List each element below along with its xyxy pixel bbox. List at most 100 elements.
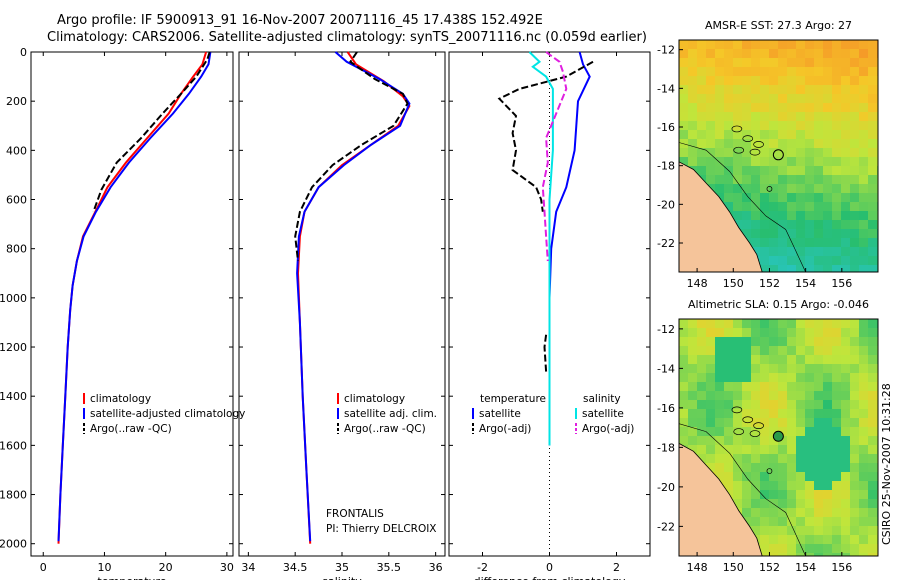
sla_map-cell	[751, 373, 760, 382]
sla_map-cell	[787, 463, 796, 472]
sst_map-panel: 148 150 152 154 156 -12 -14 -16 -18 -20 -22 AMSR-E …	[657, 19, 879, 290]
sla_map-cell	[787, 373, 796, 382]
sst_map-cell	[724, 67, 733, 76]
sst_map-cell	[688, 103, 697, 112]
sst_map-cell	[751, 148, 760, 157]
sst_map-cell	[787, 76, 796, 85]
sst_map-cell	[832, 157, 841, 166]
sla_map-cell	[868, 391, 877, 400]
sla_map-cell	[787, 409, 796, 418]
sst_map-cell	[814, 211, 823, 220]
sst_map-cell	[751, 67, 760, 76]
sst_map-cell	[760, 40, 769, 49]
sst_map-cell	[760, 130, 769, 139]
sst_map-cell	[868, 238, 877, 247]
sla_map-cell	[868, 445, 877, 454]
sst_map-cell	[832, 175, 841, 184]
sla_map-cell	[733, 391, 742, 400]
sst_map-cell	[751, 85, 760, 94]
sst_map-cell	[868, 139, 877, 148]
sla_map-cell	[850, 328, 859, 337]
sla_map-argo-marker	[772, 430, 784, 442]
sst_map-cell	[814, 130, 823, 139]
sst_map-cell	[787, 157, 796, 166]
difference-panel: -2 0 2difference from climatology	[448, 51, 651, 580]
sst_map-reef	[733, 146, 745, 154]
sst_map-cell	[697, 58, 706, 67]
temperature-xtick-label: 0	[40, 561, 47, 574]
sla_map-cell	[751, 346, 760, 355]
salinity-xtick-label: 35.5	[377, 561, 402, 574]
sst_map-xtick-label: 154	[795, 277, 816, 290]
sla_map-cell	[778, 526, 787, 535]
sst_map-cell	[742, 49, 751, 58]
sst_map-cell	[688, 40, 697, 49]
sst_map-cell	[805, 76, 814, 85]
sla_map-cell	[769, 481, 778, 490]
sla_map-cell	[769, 517, 778, 526]
sla_map-cell	[733, 373, 742, 382]
sst_map-cell	[868, 67, 877, 76]
sla_map-cell	[796, 337, 805, 346]
sla_map-cell	[850, 373, 859, 382]
salinity-legend-item-label: satellite adj. clim.	[344, 408, 437, 420]
sla_map-cell	[706, 337, 715, 346]
sla_map-cell	[760, 337, 769, 346]
sst_map-cell	[850, 49, 859, 58]
sst_map-cell	[850, 103, 859, 112]
sst_map-cell	[796, 247, 805, 256]
sla_map-cell	[823, 544, 832, 553]
sla_map-cell	[760, 400, 769, 409]
sst_map-cell	[823, 175, 832, 184]
sst_map-cell	[679, 130, 688, 139]
sst_map-cell	[706, 157, 715, 166]
sst_map-cell	[697, 49, 706, 58]
sla_map-cell	[832, 490, 841, 499]
sst_map-reef	[731, 125, 743, 133]
sla_map-cell	[841, 337, 850, 346]
sst_map-cell	[787, 202, 796, 211]
sst_map-cell	[841, 166, 850, 175]
sla_map-cell	[760, 526, 769, 535]
sst_map-cell	[751, 40, 760, 49]
sla_map-cell	[733, 319, 742, 328]
sst_map-cell	[760, 166, 769, 175]
sla_map-cell	[868, 490, 877, 499]
sla_map-cell	[868, 364, 877, 373]
sla_map-cell	[769, 319, 778, 328]
sla_map-cell	[796, 508, 805, 517]
sst_map-cell	[868, 148, 877, 157]
sst_map-cell	[742, 85, 751, 94]
sla_map-cell	[814, 364, 823, 373]
sla_map-cell	[868, 499, 877, 508]
sla_map-cell	[805, 364, 814, 373]
sla_map-cell	[760, 535, 769, 544]
sla_map-cell	[769, 544, 778, 553]
sst_map-cell	[706, 49, 715, 58]
sla_map-cell	[823, 436, 832, 445]
sla_map-cell	[805, 436, 814, 445]
sla_map-cell	[742, 391, 751, 400]
sla_map-cell	[823, 535, 832, 544]
sst_map-cell	[706, 67, 715, 76]
sst_map-cell	[760, 238, 769, 247]
difference-legend-title-temperature: temperature	[480, 393, 546, 405]
sla_map-cell	[706, 319, 715, 328]
sst_map-cell	[742, 40, 751, 49]
sla_map-cell	[724, 427, 733, 436]
sla_map-cell	[751, 382, 760, 391]
sst_map-cell	[814, 85, 823, 94]
sla_map-cell	[823, 418, 832, 427]
sst_map-cell	[832, 229, 841, 238]
sla_map-cell	[760, 508, 769, 517]
sst_map-cell	[850, 211, 859, 220]
sst_map-ytick-label: -20	[657, 198, 675, 211]
sla_map-cell	[760, 382, 769, 391]
sst_map-cell	[859, 202, 868, 211]
sla_map-cell	[805, 517, 814, 526]
sst_map-cell	[769, 193, 778, 202]
sla_map-cell	[706, 391, 715, 400]
difference-legend-title-salinity: salinity	[583, 393, 621, 405]
sla_map-cell	[841, 535, 850, 544]
sst_map-cell	[769, 121, 778, 130]
